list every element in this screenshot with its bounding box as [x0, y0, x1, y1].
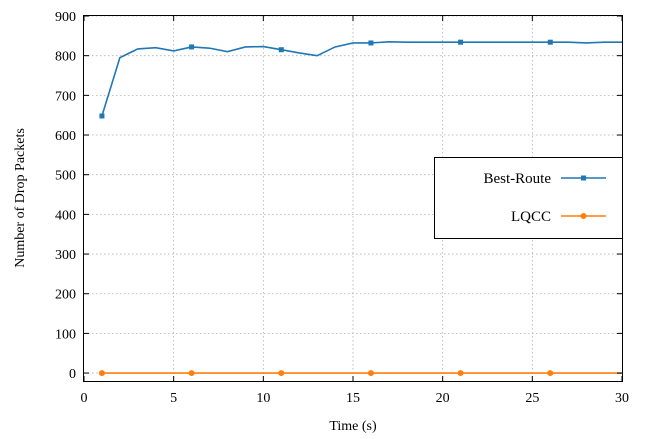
data-point-marker — [278, 370, 285, 377]
data-point-marker — [189, 44, 195, 50]
legend: Best-Route LQCC — [434, 157, 623, 239]
data-point-marker — [547, 39, 553, 45]
y-tick-label: 0 — [69, 367, 76, 382]
y-tick-label: 200 — [55, 288, 76, 303]
series-lqcc — [98, 370, 622, 377]
series-best-route — [99, 39, 622, 119]
data-point-marker — [278, 47, 284, 53]
legend-label: Best-Route — [484, 171, 552, 187]
x-tick-label: 30 — [615, 391, 629, 406]
data-point-marker — [457, 370, 464, 377]
y-tick-label: 700 — [55, 89, 76, 104]
y-tick-label: 900 — [55, 10, 76, 25]
y-tick-label: 400 — [55, 208, 76, 223]
legend-box — [434, 157, 623, 239]
y-tick-label: 800 — [55, 50, 76, 65]
data-point-marker — [98, 370, 105, 377]
y-tick-label: 600 — [55, 129, 76, 144]
x-tick-label: 20 — [436, 391, 450, 406]
data-point-marker — [458, 39, 464, 45]
y-axis-label: Number of Drop Packets — [13, 128, 28, 268]
data-point-marker — [547, 370, 554, 377]
x-tick-label: 5 — [170, 391, 177, 406]
x-axis-label: Time (s) — [329, 419, 377, 434]
legend-marker — [581, 175, 586, 181]
y-tick-label: 300 — [55, 248, 76, 263]
y-tick-label: 500 — [55, 169, 76, 184]
x-tick-label: 0 — [81, 391, 88, 406]
data-point-marker — [368, 40, 374, 46]
data-point-marker — [99, 113, 105, 119]
legend-label: LQCC — [511, 209, 551, 225]
data-point-marker — [367, 370, 374, 377]
y-tick-label: 100 — [55, 327, 76, 342]
legend-marker — [580, 213, 587, 219]
series-line — [101, 40, 622, 117]
data-point-marker — [188, 370, 195, 377]
x-tick-label: 25 — [525, 391, 539, 406]
series-layer — [98, 39, 622, 377]
x-tick-label: 15 — [346, 391, 360, 406]
x-tick-label: 10 — [256, 391, 270, 406]
